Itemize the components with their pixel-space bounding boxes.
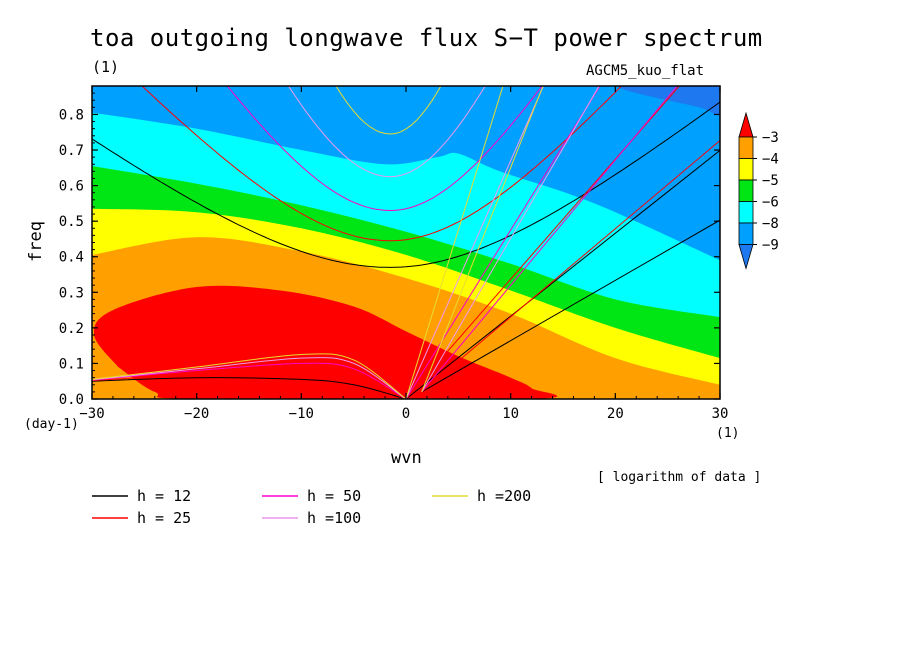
y-axis-unit: (day-1): [24, 417, 79, 432]
mrg-line-1: [421, 139, 720, 393]
colorbar-label: −8: [762, 216, 779, 232]
colorbar-box: [738, 179, 754, 202]
mrg-line-3: [421, 86, 600, 393]
model-label: AGCM5_kuo_flat: [586, 63, 705, 79]
y-tick-label: 0.3: [59, 285, 84, 301]
colorbar-box: [738, 222, 754, 245]
kelvin-line-0: [405, 149, 720, 399]
kelvin-line-2: [405, 86, 601, 399]
colorbar-bottom-arrow: [738, 244, 754, 270]
contour-fill-layer: [92, 86, 720, 399]
colorbar-box: [738, 201, 754, 224]
band-lt-9: [615, 86, 720, 116]
x-tick-label: 20: [607, 406, 624, 422]
legend-label: h = 12: [137, 487, 191, 505]
colorbar-box: [738, 136, 754, 159]
x-tick-label: 10: [502, 406, 519, 422]
colorbar-label: −9: [762, 238, 779, 254]
axes-layer: −30 −20 −10 0 10 20 30 0.0 0.1 0.2 0.3 0.4 0.5 0.6 0.7…: [59, 86, 729, 422]
colorbar-label: −5: [762, 173, 779, 189]
kelvin-line-4: [405, 86, 504, 399]
mrg-line-4: [421, 86, 544, 393]
dispersion-curves-layer: [92, 86, 720, 399]
x-tick-label: −10: [289, 406, 314, 422]
rossby-curve-3: [92, 357, 407, 399]
x-axis-label: wvn: [391, 448, 422, 468]
colorbar: −3 −4 −5 −6 −8 −9: [738, 111, 779, 270]
y-tick-label: 0.1: [59, 356, 84, 372]
mrg-line-2: [421, 86, 678, 393]
x-tick-label: 0: [402, 406, 410, 422]
band-lt-8: [92, 86, 720, 261]
symmetric-curve-0: [92, 101, 720, 268]
symmetric-curve-3: [287, 86, 486, 178]
y-tick-label: 0.7: [59, 143, 84, 159]
y-axis-label: freq: [26, 221, 46, 262]
colorbar-top-arrow: [738, 111, 754, 138]
symmetric-curve-4: [335, 86, 442, 135]
x-tick-label: −20: [184, 406, 209, 422]
rossby-curve-4: [92, 353, 407, 399]
legend-label: h =100: [307, 509, 361, 527]
chart-subtitle: (1): [92, 58, 120, 76]
x-tick-label: −30: [79, 406, 104, 422]
colorbar-label: −6: [762, 195, 779, 211]
colorbar-label: −3: [762, 130, 779, 146]
symmetric-curve-1: [141, 86, 623, 242]
kelvin-line-3: [405, 86, 545, 399]
rossby-curve-1: [92, 369, 407, 399]
chart-title: toa outgoing longwave flux S−T power spe…: [90, 24, 763, 52]
rossby-curve-2: [92, 362, 407, 399]
x-axis-unit: (1): [716, 426, 740, 441]
colorbar-box: [738, 158, 754, 181]
y-tick-label: 0.2: [59, 321, 84, 337]
legend-label: h =200: [477, 487, 531, 505]
y-tick-label: 0.8: [59, 107, 84, 123]
kelvin-line-1: [405, 86, 680, 399]
y-tick-label: 0.6: [59, 179, 84, 195]
symmetric-curve-2: [226, 86, 543, 212]
colorbar-label: −4: [762, 152, 779, 168]
x-tick-label: 30: [712, 406, 729, 422]
y-tick-label: 0.4: [59, 250, 84, 266]
legend-label: h = 50: [307, 487, 361, 505]
legend-label: h = 25: [137, 509, 191, 527]
mrg-line-0: [421, 219, 720, 393]
legend: h = 12 h = 25 h = 50 h =100 h =200: [92, 487, 531, 527]
y-tick-label: 0.5: [59, 214, 84, 230]
data-note: [ logarithm of data ]: [597, 470, 762, 485]
rossby-curve-0: [92, 377, 407, 399]
y-tick-label: 0.0: [59, 392, 84, 408]
